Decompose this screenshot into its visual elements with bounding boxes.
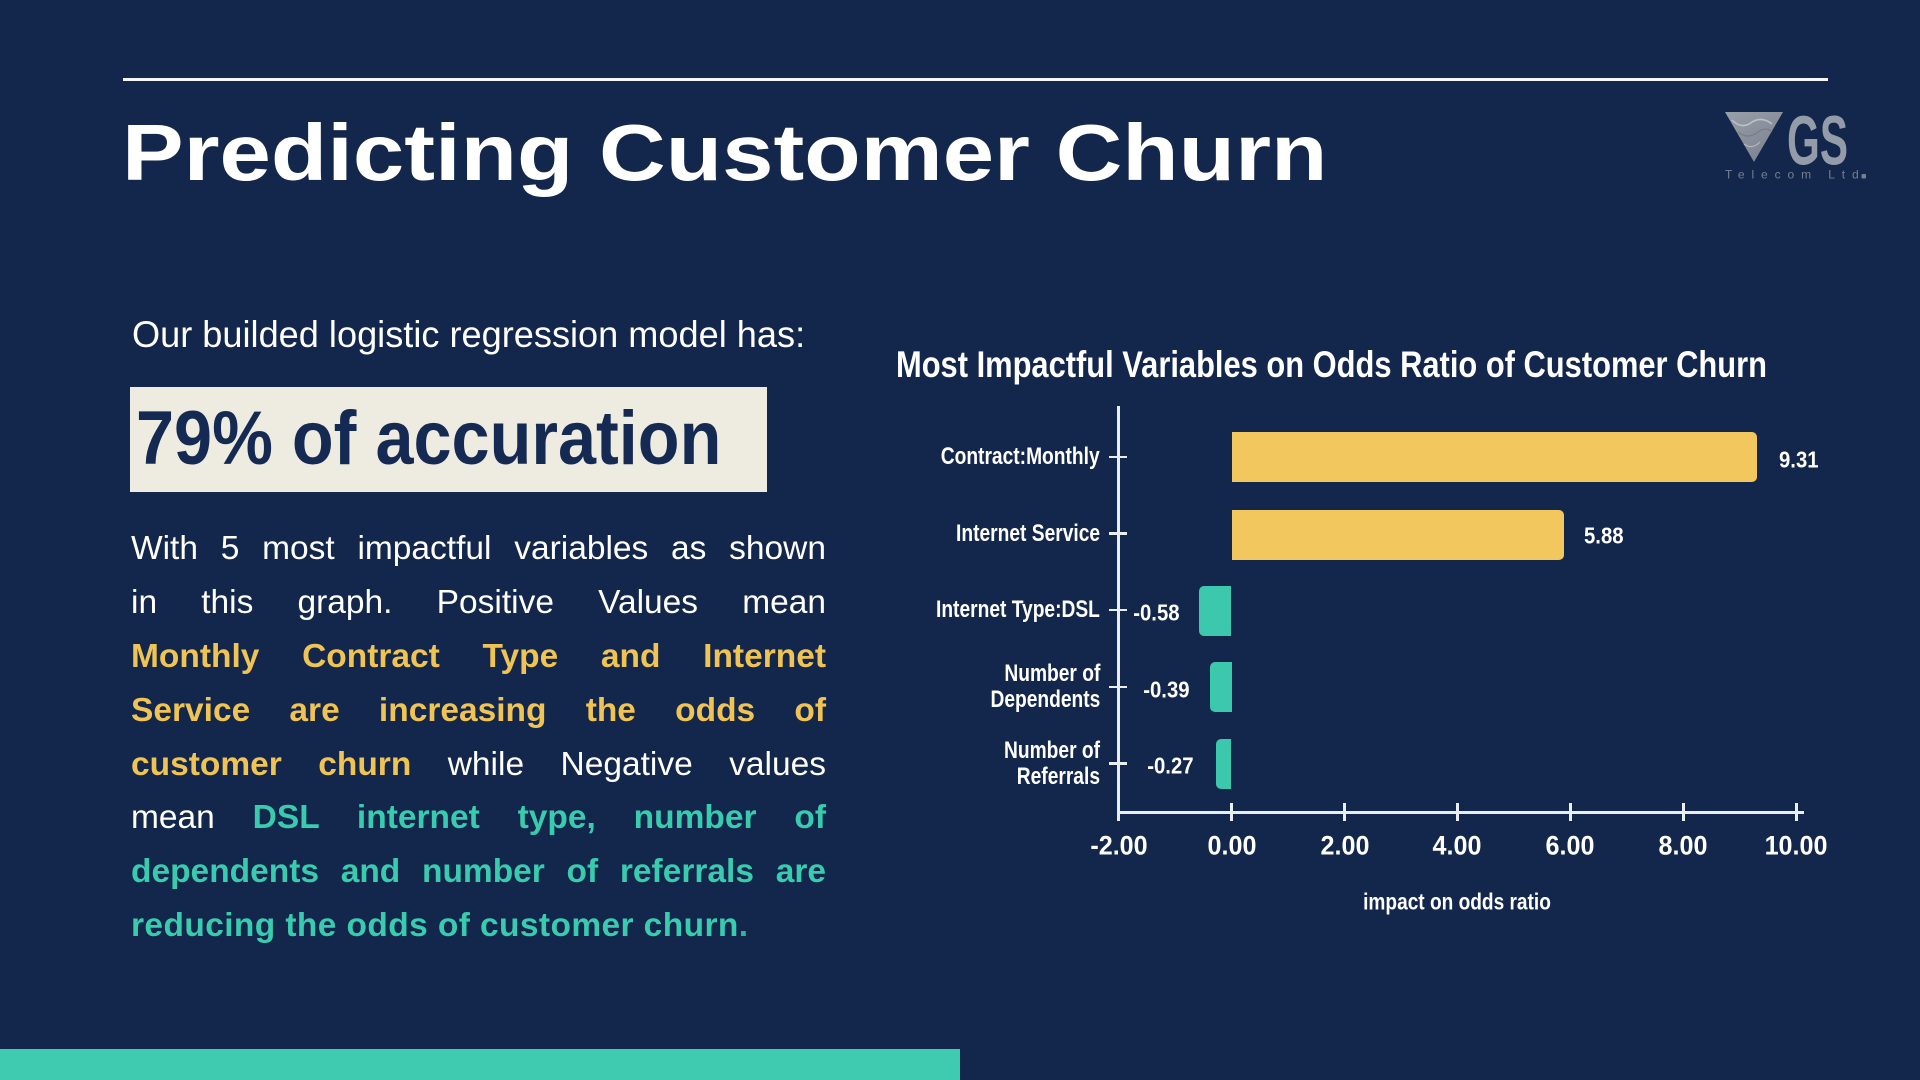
svg-text:GS: GS [1787, 108, 1848, 180]
svg-text:Telecom Ltd: Telecom Ltd [1725, 168, 1866, 182]
